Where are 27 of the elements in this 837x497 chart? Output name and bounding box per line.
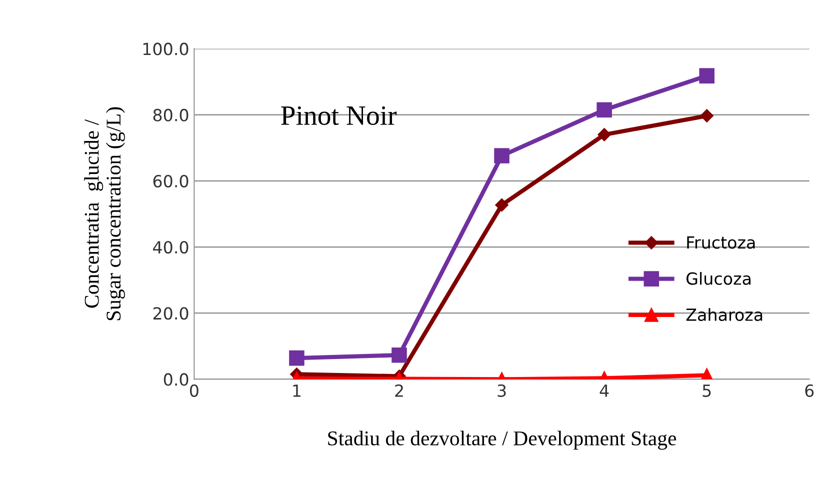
- point: [699, 68, 714, 84]
- point: [598, 128, 611, 142]
- legend-label: Glucoza: [686, 272, 750, 285]
- x-tick-label: 1: [293, 384, 300, 397]
- x-axis-title: Stadiu de dezvoltare / Development Stage: [328, 430, 676, 450]
- y-axis-title: Concentratia glucide / Sugar concentration (g/L): [84, 107, 125, 320]
- point: [494, 148, 510, 164]
- y-tick-label: 80.0: [153, 108, 188, 122]
- x-tick-label: 6: [805, 384, 814, 397]
- y-tick-label: 0.0: [164, 373, 188, 386]
- x-tick-label: 3: [498, 384, 506, 397]
- x-tick-label: 4: [600, 384, 609, 397]
- x-tick-label: 5: [702, 384, 711, 397]
- y-tick-label: 100.0: [143, 42, 188, 56]
- point: [596, 102, 612, 118]
- point: [392, 347, 407, 363]
- x-tick-label: 0: [190, 384, 198, 397]
- y-tick-label: 40.0: [153, 240, 188, 254]
- y-tick-label: 60.0: [153, 174, 188, 188]
- point: [495, 198, 508, 212]
- x-tick-label: 2: [395, 384, 403, 397]
- point: [700, 109, 714, 122]
- legend-label: Zaharoza: [686, 308, 762, 322]
- text: Pinot Noir: [281, 106, 397, 125]
- legend-label: Fructoza: [687, 236, 755, 249]
- point: [289, 350, 304, 366]
- y-tick-label: 20.0: [153, 307, 188, 320]
